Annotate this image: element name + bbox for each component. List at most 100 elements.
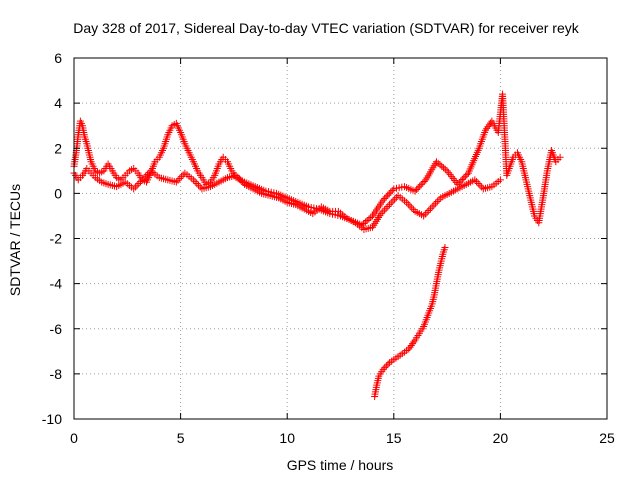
data-point <box>193 179 201 187</box>
data-point <box>441 165 449 173</box>
data-point <box>196 183 204 191</box>
y-tick-label: -4 <box>50 276 63 292</box>
data-point <box>419 179 427 187</box>
data-point <box>433 197 441 205</box>
data-point <box>463 171 471 179</box>
data-point <box>382 362 390 370</box>
data-point <box>426 205 434 213</box>
data-point <box>234 173 242 181</box>
data-point <box>384 360 392 368</box>
data-point <box>384 202 392 210</box>
data-point <box>379 196 387 204</box>
data-point <box>385 190 393 198</box>
data-point <box>360 219 368 227</box>
data-point <box>420 177 428 185</box>
data-point <box>461 172 469 180</box>
data-point <box>131 183 139 191</box>
data-point <box>460 174 468 182</box>
grid-lines <box>74 58 607 419</box>
data-point <box>485 121 493 129</box>
y-tick-label: 6 <box>54 50 62 66</box>
data-point <box>471 176 479 184</box>
data-point <box>388 186 396 194</box>
data-point <box>140 174 148 182</box>
data-point <box>239 179 247 187</box>
data-point <box>379 208 387 216</box>
data-point <box>232 171 240 179</box>
data-point <box>420 212 428 220</box>
data-point <box>457 177 465 185</box>
data-point <box>474 179 482 187</box>
y-tick-label: -8 <box>50 366 63 382</box>
data-point <box>434 159 442 167</box>
data-point <box>195 181 203 189</box>
data-point <box>496 176 504 184</box>
data-point <box>443 167 451 175</box>
y-tick-label: -6 <box>50 321 63 337</box>
x-tick-label: 5 <box>177 430 185 446</box>
data-point <box>449 175 457 183</box>
data-point <box>406 343 414 351</box>
x-tick-label: 10 <box>279 430 295 446</box>
data-point <box>478 183 486 191</box>
data-point <box>367 213 375 221</box>
data-point <box>432 158 440 166</box>
data-point <box>428 203 436 211</box>
y-tick-label: -10 <box>42 411 62 427</box>
data-point <box>455 179 463 187</box>
data-point <box>410 338 418 346</box>
x-tick-label: 15 <box>386 430 402 446</box>
y-tick-label: -2 <box>50 231 63 247</box>
data-point <box>413 186 421 194</box>
data-point <box>379 365 387 373</box>
data-point <box>382 204 390 212</box>
data-point <box>406 202 414 210</box>
x-axis-label: GPS time / hours <box>287 457 394 473</box>
chart-title: Day 328 of 2017, Sidereal Day-to-day VTE… <box>73 20 579 36</box>
data-point <box>473 178 481 186</box>
x-tick-label: 25 <box>599 430 615 446</box>
data-point <box>416 182 424 190</box>
data-point <box>435 196 443 204</box>
data-point <box>381 364 389 372</box>
data-point <box>235 175 243 183</box>
data-point <box>174 176 182 184</box>
plot-frame <box>73 57 608 420</box>
x-tick-labels: 0 5 10 15 20 25 <box>70 430 615 446</box>
data-point <box>481 126 489 134</box>
data-point <box>448 173 456 181</box>
data-point <box>237 177 245 185</box>
data-point <box>414 184 422 192</box>
data-point <box>365 215 373 223</box>
data-point <box>405 345 413 353</box>
data-point <box>389 197 397 205</box>
data-point <box>483 124 491 132</box>
data-point <box>409 206 417 214</box>
data-point <box>377 210 385 218</box>
data-point <box>438 162 446 170</box>
data-point <box>421 210 429 218</box>
data-point <box>404 200 412 208</box>
data-points <box>70 90 564 400</box>
data-point <box>446 171 454 179</box>
data-point <box>361 218 369 226</box>
axis-ticks <box>73 57 608 420</box>
data-point <box>189 176 197 184</box>
y-tick-label: 0 <box>54 185 62 201</box>
data-point <box>387 199 395 207</box>
data-point <box>363 216 371 224</box>
y-tick-label: 4 <box>54 95 62 111</box>
data-point <box>382 193 390 201</box>
data-point <box>387 188 395 196</box>
data-point <box>386 201 394 209</box>
data-point <box>432 199 440 207</box>
data-point <box>411 187 419 195</box>
y-tick-label: 2 <box>54 140 62 156</box>
y-axis-label: SDTVAR / TECUs <box>7 184 23 296</box>
data-point <box>484 123 492 131</box>
data-point <box>176 174 184 182</box>
data-point <box>381 195 389 203</box>
data-point <box>417 181 425 189</box>
x-tick-label: 0 <box>70 430 78 446</box>
